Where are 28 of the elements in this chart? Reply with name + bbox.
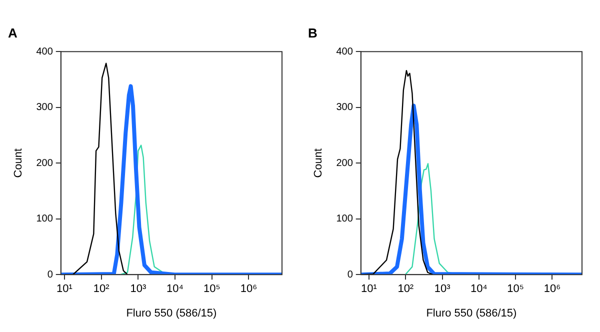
x-tick-label: 10³ <box>434 283 451 296</box>
y-tick-label: 200 <box>36 158 54 169</box>
y-tick-label: 0 <box>347 269 354 280</box>
y-tick-label: 100 <box>36 214 54 225</box>
y-tick-label: 100 <box>336 214 354 225</box>
y-tick-label: 0 <box>47 269 54 280</box>
x-tick-label: 10³ <box>130 283 146 296</box>
y-axis-title: Count <box>12 148 25 178</box>
y-tick-label: 400 <box>336 46 354 58</box>
y-tick-label: 300 <box>36 102 54 114</box>
x-axis-title: Fluro 550 (586/15) <box>126 307 217 320</box>
y-tick-label: 300 <box>336 102 354 114</box>
y-tick-label: 200 <box>336 158 354 169</box>
x-tick-label: 10² <box>93 283 110 296</box>
y-tick-label: 400 <box>36 46 54 58</box>
x-tick-label: 10⁴ <box>166 283 184 296</box>
x-tick-label: 10⁵ <box>507 283 524 296</box>
chart-title: A <box>8 25 18 40</box>
x-tick-label: 10⁴ <box>470 283 488 296</box>
x-axis-title: Fluro 550 (586/15) <box>426 307 517 320</box>
x-tick-label: 10⁶ <box>544 283 561 296</box>
x-tick-label: 10¹ <box>361 283 378 296</box>
x-tick-label: 10⁵ <box>203 283 220 296</box>
y-axis-title: Count <box>312 148 325 178</box>
chart-title: B <box>308 25 318 40</box>
x-tick-label: 10⁶ <box>240 283 258 296</box>
x-tick-label: 10¹ <box>56 283 73 296</box>
x-tick-label: 10² <box>398 283 414 296</box>
